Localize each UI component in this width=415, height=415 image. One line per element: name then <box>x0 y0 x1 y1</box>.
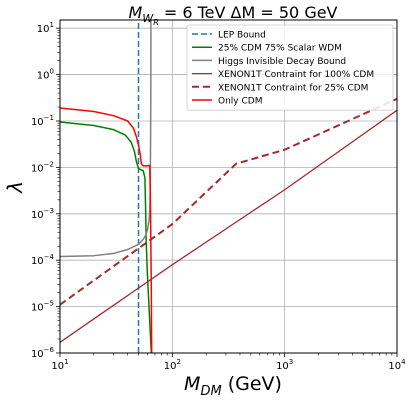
xlabel-main: M <box>184 373 200 395</box>
legend-entry-label: XENON1T Contraint for 25% CDM <box>218 83 368 93</box>
series-line-5 <box>60 107 153 353</box>
legend: LEP Bound 25% CDM 75% Scalar WDM Higgs Inv… <box>186 24 394 111</box>
x-tick-label: 104 <box>388 358 406 372</box>
legend-entry-label: XENON1T Contraint for 100% CDM <box>218 70 374 80</box>
xlabel-rest: (GeV) <box>222 373 282 395</box>
y-tick-label: 10−5 <box>31 300 54 314</box>
legend-entry-label: LEP Bound <box>218 31 266 41</box>
x-axis-label: MDM (GeV) <box>184 373 282 399</box>
title-subsub: R <box>153 18 159 27</box>
xlabel-sub: DM <box>200 384 221 399</box>
title-sub: W <box>142 12 154 25</box>
legend-box <box>186 24 394 111</box>
y-axis-label: λ <box>3 181 27 194</box>
title-rest: = 6 TeV ΔM = 50 GeV <box>159 3 338 22</box>
chart-title: MWR = 6 TeV ΔM = 50 GeV <box>129 3 338 27</box>
y-tick-label: 10−1 <box>31 114 54 128</box>
title-main: M <box>129 3 143 22</box>
axis-ticks: 101 102 103 104 10−6 10−5 10−4 10−3 10−2 10−1 100 1… <box>31 21 406 372</box>
y-tick-label: 10−4 <box>31 253 55 267</box>
y-tick-label: 10−3 <box>31 207 54 221</box>
y-tick-label: 10−2 <box>31 160 54 174</box>
y-tick-label: 101 <box>37 21 54 35</box>
series-line-1 <box>60 121 153 353</box>
x-tick-label: 103 <box>276 358 293 372</box>
y-tick-label: 10−6 <box>31 346 55 360</box>
y-tick-label: 100 <box>37 68 54 82</box>
x-tick-label: 101 <box>51 358 68 372</box>
legend-entry-label: 25% CDM 75% Scalar WDM <box>218 44 342 54</box>
series-line-4 <box>60 97 397 306</box>
legend-entry-label: Higgs Invisible Decay Bound <box>218 57 346 67</box>
x-tick-label: 102 <box>164 358 181 372</box>
legend-entry-label: Only CDM <box>218 97 262 107</box>
plot-frame <box>59 19 398 354</box>
series-line-3 <box>60 109 397 343</box>
plot-series <box>60 20 397 353</box>
series-line-2 <box>60 20 152 258</box>
